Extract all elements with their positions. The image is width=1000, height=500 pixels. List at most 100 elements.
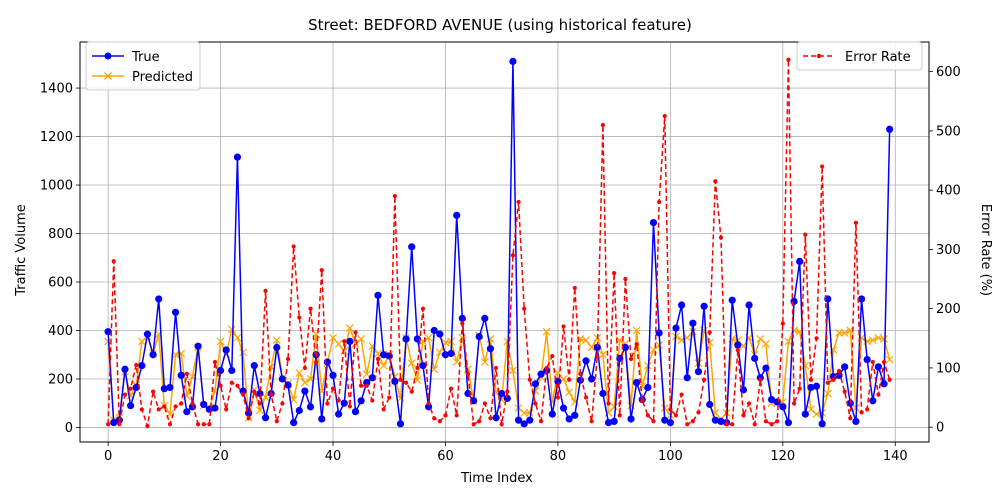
error-rate-point <box>224 407 229 412</box>
predicted-point <box>705 338 714 347</box>
error-rate-point <box>550 353 555 359</box>
error-rate-point <box>106 422 111 427</box>
error-rate-point <box>510 253 516 258</box>
error-rate-series-line <box>107 59 891 427</box>
true-point <box>211 404 219 412</box>
error-rate-point <box>319 268 324 273</box>
true-point <box>149 351 157 359</box>
predicted-point <box>272 336 281 345</box>
true-point <box>531 380 540 388</box>
true-point <box>576 376 585 384</box>
true-point <box>357 397 365 405</box>
predicted-point <box>598 350 607 359</box>
grid <box>80 42 929 442</box>
error-rate-point <box>353 330 358 335</box>
true-point <box>110 419 118 427</box>
error-rate-point <box>578 371 583 376</box>
y-tick-label: 600 <box>48 276 73 291</box>
predicted-point <box>255 406 264 415</box>
true-point <box>666 419 674 427</box>
error-rate-point <box>527 377 532 382</box>
error-rate-point <box>668 407 673 412</box>
error-rate-point <box>690 419 695 424</box>
predicted-point <box>295 368 304 377</box>
error-rate-point <box>752 422 757 427</box>
true-point <box>841 363 849 371</box>
true-point <box>503 394 511 402</box>
true-point <box>559 404 568 412</box>
true-point <box>233 153 242 161</box>
true-point <box>306 403 315 411</box>
legend-right: Error Rate <box>796 41 923 71</box>
y-tick-label: 200 <box>48 372 73 387</box>
true-point <box>807 383 815 392</box>
true-point <box>812 382 821 390</box>
error-rate-point <box>325 401 330 406</box>
y2-tick-label: 500 <box>936 124 961 139</box>
true-point <box>278 375 287 383</box>
y-tick-label: 1000 <box>40 179 73 194</box>
true-point <box>104 328 112 336</box>
error-rate-point <box>302 365 308 371</box>
true-point <box>857 295 866 303</box>
true-point <box>329 371 337 379</box>
y2-tick-label: 400 <box>936 184 961 199</box>
error-rate-point <box>257 401 263 406</box>
true-point <box>340 399 348 407</box>
error-rate-point <box>606 401 611 406</box>
true-point <box>604 419 613 427</box>
true-point <box>385 352 393 360</box>
legend-true-label: True <box>131 50 160 65</box>
error-rate-point <box>179 401 184 406</box>
series-layer <box>104 57 894 429</box>
legend-predicted-marker <box>104 72 112 80</box>
true-point <box>779 403 787 411</box>
true-point <box>155 295 163 303</box>
true-point <box>784 419 793 427</box>
predicted-point <box>233 333 242 342</box>
error-rate-point <box>122 392 128 397</box>
error-rate-point <box>634 342 639 347</box>
true-point <box>717 417 725 425</box>
error-rate-point <box>887 377 892 382</box>
y2-tick-label: 600 <box>936 65 961 80</box>
error-rate-point <box>730 422 735 427</box>
y-tick-label: 1400 <box>40 82 73 97</box>
error-rate-point <box>583 395 589 400</box>
error-rate-point <box>617 413 622 418</box>
true-point <box>728 296 736 304</box>
x-tick-label: 40 <box>325 449 342 464</box>
error-rate-point <box>820 164 825 169</box>
true-point <box>700 302 708 310</box>
error-rate-point <box>156 407 161 412</box>
error-rate-point <box>218 383 223 388</box>
error-rate-point <box>252 389 257 394</box>
true-point <box>655 329 663 337</box>
error-rate-point <box>718 235 724 240</box>
error-rate-point <box>825 380 830 385</box>
error-rate-point <box>505 389 510 394</box>
true-point <box>767 395 776 404</box>
true-point <box>829 372 838 381</box>
true-point <box>706 400 714 409</box>
error-rate-point <box>561 324 566 329</box>
y-tick-label: 800 <box>48 227 73 242</box>
true-point <box>441 351 450 359</box>
y-tick-label: 400 <box>48 324 73 339</box>
true-point <box>509 57 517 65</box>
true-point <box>711 416 719 424</box>
true-point <box>396 420 405 428</box>
true-point <box>734 341 742 349</box>
error-rate-point <box>662 113 667 119</box>
y2-tick-label: 100 <box>936 361 961 376</box>
predicted-point <box>823 389 832 398</box>
y-axis-right: 0 100 200 300 400 500 600 <box>929 65 961 436</box>
true-point <box>368 374 376 382</box>
predicted-point <box>542 327 551 336</box>
error-rate-point <box>201 422 206 427</box>
error-rate-point <box>195 422 201 427</box>
error-rate-point <box>769 422 774 427</box>
true-point <box>694 368 703 376</box>
y-axis-title: Traffic Volume <box>14 204 29 297</box>
error-rate-point <box>128 386 133 391</box>
